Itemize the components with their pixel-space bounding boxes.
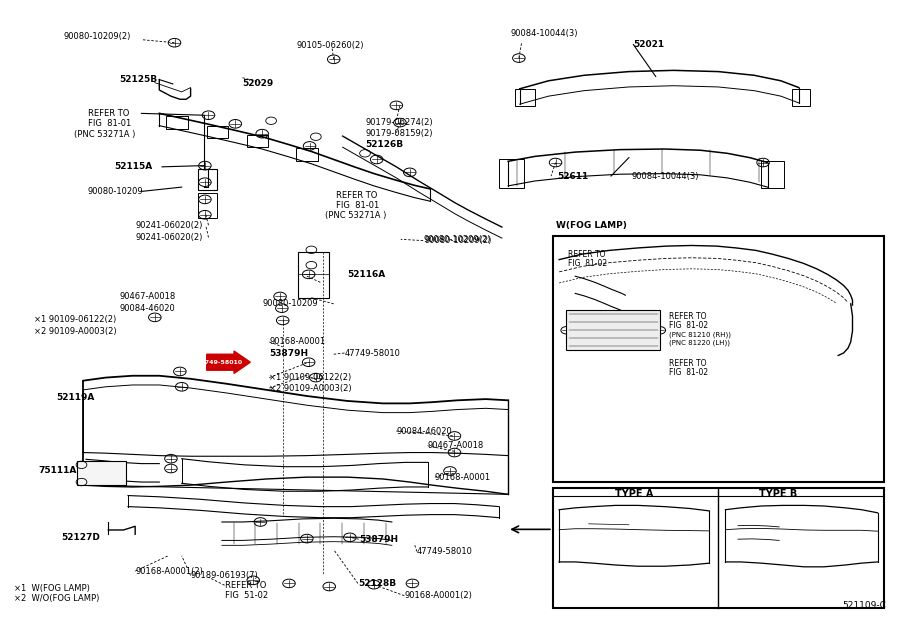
Bar bbox=[761, 161, 784, 188]
Bar bbox=[198, 193, 218, 218]
Text: 90168-A0001: 90168-A0001 bbox=[269, 337, 326, 347]
Text: ×2 90109-A0003(2): ×2 90109-A0003(2) bbox=[34, 327, 117, 336]
Text: TYPE A: TYPE A bbox=[616, 489, 653, 499]
Text: 47749-58010: 47749-58010 bbox=[196, 360, 243, 365]
Text: 90080-10209: 90080-10209 bbox=[262, 299, 318, 308]
Text: 90080-10209(2): 90080-10209(2) bbox=[425, 236, 492, 245]
Text: REFER TO: REFER TO bbox=[669, 359, 707, 368]
Text: 90179-06274(2): 90179-06274(2) bbox=[365, 118, 433, 127]
Text: ×1 90109-06122(2): ×1 90109-06122(2) bbox=[34, 316, 116, 324]
Text: 52021: 52021 bbox=[634, 40, 664, 49]
Text: 52127D: 52127D bbox=[61, 533, 100, 542]
Text: FIG  81-02: FIG 81-02 bbox=[669, 368, 708, 377]
Text: 90105-06260(2): 90105-06260(2) bbox=[296, 42, 364, 50]
Text: REFER TO: REFER TO bbox=[669, 312, 707, 321]
Text: 90168-A0001(2): 90168-A0001(2) bbox=[135, 567, 203, 575]
Text: 90084-46020: 90084-46020 bbox=[396, 427, 452, 435]
Bar bbox=[553, 236, 884, 482]
Text: 90084-46020: 90084-46020 bbox=[119, 304, 175, 312]
Text: 52119A: 52119A bbox=[57, 392, 94, 402]
Text: 90080-10209: 90080-10209 bbox=[87, 187, 143, 196]
Bar bbox=[77, 461, 126, 485]
Text: W(FOG LAMP): W(FOG LAMP) bbox=[555, 221, 626, 229]
Text: 52126B: 52126B bbox=[365, 140, 403, 149]
Bar bbox=[566, 310, 661, 350]
Text: 90179-08159(2): 90179-08159(2) bbox=[365, 129, 433, 138]
FancyArrow shape bbox=[207, 351, 250, 373]
Bar bbox=[207, 126, 229, 138]
Bar bbox=[792, 89, 810, 106]
Text: 52611: 52611 bbox=[557, 172, 589, 180]
Text: TYPE B: TYPE B bbox=[759, 489, 796, 499]
Text: ×1  W(FOG LAMP): ×1 W(FOG LAMP) bbox=[14, 584, 89, 593]
Text: 90084-10044(3): 90084-10044(3) bbox=[632, 172, 699, 180]
Text: 90241-06020(2): 90241-06020(2) bbox=[135, 221, 202, 229]
Bar bbox=[198, 169, 218, 190]
Text: 90189-06193(7): 90189-06193(7) bbox=[191, 571, 258, 580]
Text: 53879H: 53879H bbox=[269, 348, 309, 358]
Text: REFER TO: REFER TO bbox=[568, 250, 606, 259]
Text: (PNC 81210 (RH)): (PNC 81210 (RH)) bbox=[669, 331, 731, 338]
Text: 47749-58010: 47749-58010 bbox=[417, 547, 473, 556]
Text: REFER TO: REFER TO bbox=[336, 190, 377, 200]
Text: FIG  81-01: FIG 81-01 bbox=[336, 201, 379, 210]
Bar bbox=[166, 117, 188, 129]
Text: 90467-A0018: 90467-A0018 bbox=[428, 441, 484, 450]
Bar bbox=[500, 159, 524, 188]
Text: (PNC 81220 (LH)): (PNC 81220 (LH)) bbox=[669, 340, 730, 347]
Text: ×2 90109-A0003(2): ×2 90109-A0003(2) bbox=[269, 384, 352, 392]
Text: 521109-C: 521109-C bbox=[842, 601, 886, 610]
Text: FIG  51-02: FIG 51-02 bbox=[225, 591, 267, 600]
Text: 75111A: 75111A bbox=[39, 466, 76, 476]
Text: FIG  81-02: FIG 81-02 bbox=[669, 321, 708, 330]
Bar bbox=[298, 252, 329, 298]
Text: 90241-06020(2): 90241-06020(2) bbox=[135, 233, 202, 242]
Text: 52128B: 52128B bbox=[358, 579, 396, 588]
Bar bbox=[516, 89, 535, 106]
Bar bbox=[247, 135, 268, 147]
Text: (PNC 53271A ): (PNC 53271A ) bbox=[325, 211, 386, 221]
Text: 90080-10209(2): 90080-10209(2) bbox=[423, 236, 491, 244]
Text: REFER TO: REFER TO bbox=[225, 581, 266, 590]
Text: 90080-10209(2): 90080-10209(2) bbox=[64, 32, 131, 41]
Text: 90168-A0001: 90168-A0001 bbox=[435, 472, 491, 482]
Bar bbox=[553, 488, 884, 608]
Text: (PNC 53271A ): (PNC 53271A ) bbox=[75, 130, 136, 139]
Bar bbox=[296, 148, 318, 161]
Text: 90467-A0018: 90467-A0018 bbox=[119, 292, 176, 301]
Text: FIG  81-02: FIG 81-02 bbox=[568, 259, 608, 268]
Text: 47749-58010: 47749-58010 bbox=[345, 348, 400, 358]
Text: 53879H: 53879H bbox=[359, 534, 398, 544]
Text: 90084-10044(3): 90084-10044(3) bbox=[511, 29, 579, 38]
Text: 52115A: 52115A bbox=[114, 162, 153, 171]
Text: ×1 90109-06122(2): ×1 90109-06122(2) bbox=[269, 373, 352, 382]
Text: 90168-A0001(2): 90168-A0001(2) bbox=[404, 591, 472, 600]
Text: FIG  81-01: FIG 81-01 bbox=[87, 119, 131, 128]
Text: REFER TO: REFER TO bbox=[87, 109, 129, 118]
Text: 52116A: 52116A bbox=[347, 270, 385, 279]
Text: 52029: 52029 bbox=[242, 79, 274, 89]
Text: 52125B: 52125B bbox=[119, 75, 158, 84]
Text: ×2  W/O(FOG LAMP): ×2 W/O(FOG LAMP) bbox=[14, 595, 99, 603]
